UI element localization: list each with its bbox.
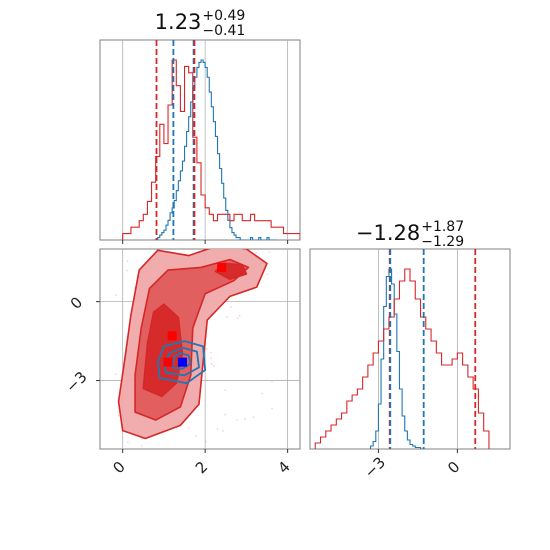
hist-param2-series: [314, 249, 490, 449]
hist-param1-series-1-step: [122, 59, 300, 240]
contour-2d-sample-point: [212, 365, 215, 367]
contour-2d-sample-point: [126, 269, 129, 272]
contour-2d-sample-point: [221, 430, 224, 432]
contour-2d-sample-point: [205, 348, 208, 350]
contour-2d-sample-point: [268, 251, 271, 254]
contour-2d-sample-point: [127, 441, 129, 444]
hist-param1-title-upper: +0.49: [202, 8, 245, 24]
contour-2d-series: [114, 249, 273, 448]
contour-2d-sample-point: [210, 363, 213, 366]
contour-2d-ytick-label: 0: [67, 293, 86, 312]
contour-2d-sample-point: [187, 427, 190, 430]
contour-2d-panel: 0 2 4 −3 0: [62, 248, 301, 477]
contour-2d-sample-point: [128, 249, 130, 250]
contour-2d-sample-point: [141, 437, 144, 440]
contour-2d-sample-point: [216, 428, 219, 430]
contour-2d-sample-point: [271, 380, 273, 383]
hist-param2-panel: −3 0 −1.28 +1.87 −1.29: [309, 219, 511, 482]
contour-2d-sample-point: [203, 379, 206, 382]
hist-param1-frame: [99, 39, 301, 241]
hist-param2-frame: [309, 248, 511, 450]
contour-2d-xtick-label: 4: [274, 458, 293, 477]
hist-param1-title: 1.23 +0.49 −0.41: [155, 8, 246, 39]
contour-2d-sample-point: [210, 357, 212, 360]
contour-2d-series-1-level-inner: [171, 352, 192, 370]
contour-2d-xtick-label: 2: [192, 458, 211, 477]
hist-param2-tick-label: −3: [361, 453, 389, 481]
contour-2d-sample-point: [243, 418, 246, 420]
hist-param2-tick-label: 0: [444, 458, 463, 477]
contour-2d-series-1-marker: [177, 357, 187, 367]
contour-2d-series-0-marker: [167, 331, 177, 341]
contour-2d-sample-point: [117, 414, 120, 417]
contour-2d-sample-point: [225, 316, 228, 318]
hist-param1-series: [122, 40, 300, 240]
contour-2d-sample-point: [195, 435, 197, 437]
hist-param2-title-value: −1.28: [356, 221, 420, 245]
contour-2d-xtick-label: 0: [109, 458, 128, 477]
contour-2d-sample-point: [205, 440, 207, 443]
contour-2d-sample-point: [114, 373, 117, 376]
contour-2d-sample-point: [114, 294, 117, 297]
contour-2d-sample-point: [210, 351, 213, 354]
contour-2d-sample-point: [236, 419, 238, 421]
hist-param1-panel: 1.23 +0.49 −0.41: [99, 8, 301, 244]
hist-param2-title-upper: +1.87: [421, 219, 464, 235]
hist-param1-title-value: 1.23: [155, 10, 202, 34]
contour-2d-series-0-marker: [217, 262, 227, 272]
hist-param2-title: −1.28 +1.87 −1.29: [356, 219, 464, 250]
contour-2d-sample-point: [238, 314, 241, 317]
hist-param2-series-0-step: [369, 268, 426, 449]
contour-2d-sample-point: [121, 363, 124, 365]
hist-param2-ticks: −3 0: [361, 449, 464, 482]
hist-param2-series-1-step: [314, 268, 490, 449]
contour-2d-sample-point: [261, 392, 264, 395]
contour-2d-series-0-marker: [163, 357, 173, 367]
contour-2d-sample-point: [236, 317, 239, 320]
contour-2d-sample-point: [230, 305, 232, 308]
hist-param1-title-lower: −0.41: [202, 23, 245, 39]
contour-2d-sample-point: [224, 389, 227, 392]
contour-2d-sample-point: [255, 251, 257, 254]
contour-2d-sample-point: [266, 273, 269, 276]
contour-2d-sample-point: [141, 249, 144, 251]
hist-param2-title-lower: −1.29: [421, 234, 464, 250]
contour-2d-sample-point: [252, 416, 255, 419]
hist-param1-ticks: [122, 240, 289, 244]
contour-2d-series-1-level-outer: [156, 340, 207, 385]
contour-2d-ytick-label: −3: [62, 368, 90, 396]
contour-2d-sample-point: [140, 445, 143, 448]
contour-2d-sample-point: [126, 260, 129, 263]
contour-2d-sample-point: [224, 413, 227, 416]
contour-2d-sample-point: [271, 407, 273, 410]
